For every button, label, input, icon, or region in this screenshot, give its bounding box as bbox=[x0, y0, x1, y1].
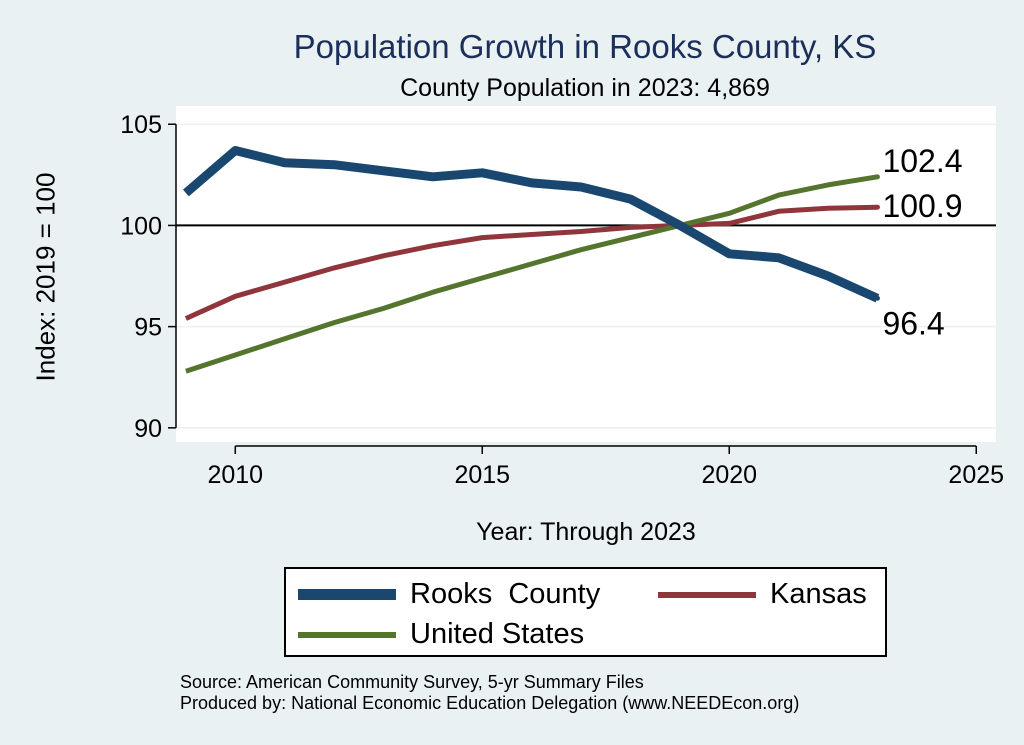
y-tick-label: 105 bbox=[120, 111, 162, 139]
y-tick-label: 90 bbox=[134, 415, 162, 443]
legend-swatch-kansas bbox=[658, 591, 756, 598]
series-end-marker-rooks-county bbox=[874, 295, 880, 301]
series-line-kansas bbox=[184, 204, 878, 321]
y-axis-label: Index: 2019 = 100 bbox=[30, 172, 61, 382]
series-end-marker-united-states bbox=[874, 174, 880, 180]
end-label-united-states: 102.4 bbox=[882, 143, 962, 179]
axes: 90 95 100 105 2010 2015 2020 2025 bbox=[120, 111, 1004, 489]
end-label-kansas: 100.9 bbox=[882, 188, 962, 224]
legend-label-united-states: United States bbox=[410, 618, 585, 650]
legend-item-rooks-county: Rooks County bbox=[298, 578, 600, 611]
series-layer bbox=[182, 146, 880, 374]
x-tick-label: 2010 bbox=[207, 461, 263, 489]
source-line: Source: American Community Survey, 5-yr … bbox=[180, 672, 644, 692]
chart-subtitle: County Population in 2023: 4,869 bbox=[400, 74, 770, 102]
x-tick-label: 2025 bbox=[948, 461, 1004, 489]
end-labels: 96.4 100.9 102.4 bbox=[882, 143, 962, 341]
x-axis-label: Year: Through 2023 bbox=[476, 518, 696, 546]
legend-swatch-united-states bbox=[298, 631, 396, 638]
legend-item-kansas: Kansas bbox=[658, 578, 867, 611]
plot-area bbox=[176, 106, 996, 442]
series-line-united-states bbox=[185, 174, 878, 374]
chart-title: Population Growth in Rooks County, KS bbox=[293, 28, 877, 65]
x-tick-label: 2020 bbox=[701, 461, 757, 489]
series-end-marker-kansas bbox=[874, 204, 880, 210]
legend-swatch-rooks-county bbox=[298, 589, 396, 600]
series-line-rooks-county bbox=[182, 146, 880, 303]
end-label-rooks-county: 96.4 bbox=[882, 305, 944, 341]
producer-line: Produced by: National Economic Education… bbox=[180, 693, 800, 713]
legend-label-kansas: Kansas bbox=[770, 578, 867, 610]
legend-item-united-states: United States bbox=[298, 618, 584, 651]
y-tick-label: 95 bbox=[134, 314, 162, 342]
y-tick-label: 100 bbox=[120, 212, 162, 240]
x-tick-label: 2015 bbox=[454, 461, 510, 489]
legend: Rooks County Kansas United States bbox=[284, 567, 887, 657]
legend-label-rooks-county: Rooks County bbox=[410, 578, 601, 610]
source-note: Source: American Community Survey, 5-yr … bbox=[180, 672, 799, 714]
